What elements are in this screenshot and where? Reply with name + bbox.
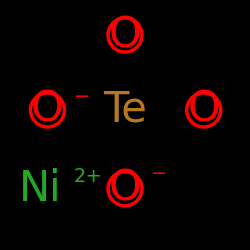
Text: −: − [74, 87, 90, 106]
Text: −: − [151, 164, 168, 183]
Text: O: O [108, 168, 142, 210]
Text: O: O [187, 89, 220, 131]
Text: Ni: Ni [19, 168, 61, 210]
Text: 2+: 2+ [74, 167, 103, 186]
Text: O: O [108, 14, 142, 56]
Text: O: O [31, 89, 64, 131]
Text: Te: Te [103, 89, 147, 131]
